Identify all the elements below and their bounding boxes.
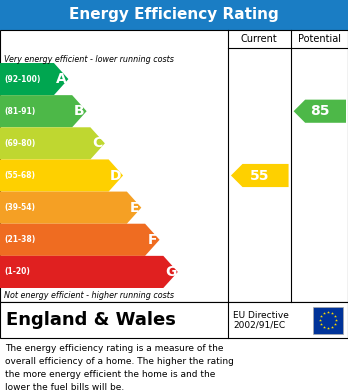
Text: EU Directive: EU Directive	[233, 311, 289, 320]
Text: 55: 55	[250, 169, 269, 183]
Text: C: C	[93, 136, 103, 151]
Text: (69-80): (69-80)	[4, 139, 35, 148]
Text: Very energy efficient - lower running costs: Very energy efficient - lower running co…	[4, 54, 174, 63]
Text: (92-100): (92-100)	[4, 75, 40, 84]
Text: E: E	[129, 201, 139, 215]
Text: The energy efficiency rating is a measure of the
overall efficiency of a home. T: The energy efficiency rating is a measur…	[5, 344, 234, 391]
Polygon shape	[0, 160, 123, 192]
Text: (21-38): (21-38)	[4, 235, 35, 244]
Polygon shape	[0, 127, 105, 160]
Text: B: B	[74, 104, 85, 118]
Text: (55-68): (55-68)	[4, 171, 35, 180]
Text: F: F	[148, 233, 157, 247]
Text: (81-91): (81-91)	[4, 107, 35, 116]
Polygon shape	[0, 192, 141, 224]
Polygon shape	[0, 63, 68, 95]
Text: A: A	[56, 72, 66, 86]
Bar	[0, 302, 348, 338]
Text: Not energy efficient - higher running costs: Not energy efficient - higher running co…	[4, 291, 174, 300]
Polygon shape	[294, 100, 346, 123]
Text: 2002/91/EC: 2002/91/EC	[233, 321, 285, 330]
Bar	[313, 307, 343, 334]
Polygon shape	[231, 164, 288, 187]
Text: 85: 85	[310, 104, 330, 118]
Polygon shape	[0, 256, 178, 288]
Bar	[0, 30, 348, 302]
Text: England & Wales: England & Wales	[6, 311, 176, 329]
Text: Energy Efficiency Rating: Energy Efficiency Rating	[69, 7, 279, 23]
Text: (39-54): (39-54)	[4, 203, 35, 212]
Text: Potential: Potential	[298, 34, 341, 44]
Bar	[0, 0, 348, 30]
Polygon shape	[0, 224, 159, 256]
Text: Current: Current	[241, 34, 278, 44]
Text: (1-20): (1-20)	[4, 267, 30, 276]
Text: D: D	[110, 169, 121, 183]
Text: G: G	[165, 265, 176, 279]
Polygon shape	[0, 95, 87, 127]
